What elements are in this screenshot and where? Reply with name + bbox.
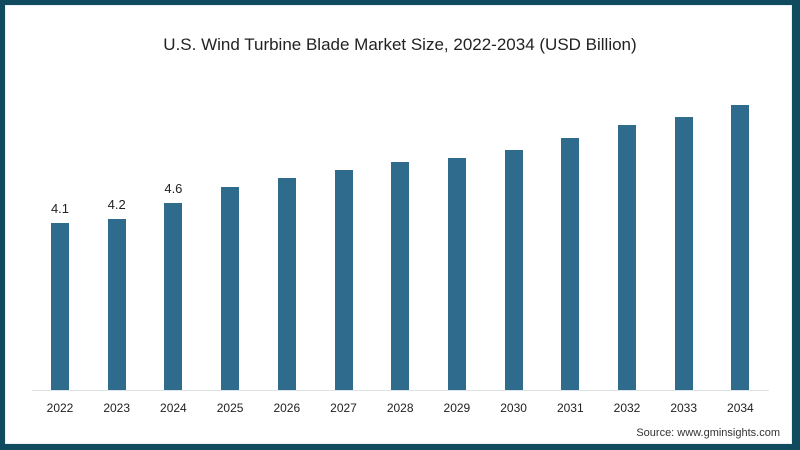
bar-2032 [618,125,636,390]
bar-2025 [221,186,240,390]
x-tick-label: 2030 [500,401,527,415]
data-label: 4.1 [50,201,70,217]
x-tick-label: 2026 [273,401,301,415]
x-tick-label: 2034 [727,401,754,415]
x-tick-label: 2028 [386,401,414,415]
bar-2023 [107,219,126,390]
x-tick-label: 2023 [103,401,131,415]
bar-2031 [561,137,580,390]
bar-2029 [447,158,466,390]
bar-2028 [391,162,410,390]
x-tick-label: 2033 [670,401,698,415]
x-tick-label: 2029 [443,401,471,415]
data-label: 4.2 [107,197,126,213]
bar-2026 [277,178,296,390]
data-label: 4.6 [164,180,183,196]
bar-2033 [674,117,693,390]
source-note: Source: www.gminsights.com [636,427,780,439]
bar-2034 [731,105,750,390]
bar-2027 [334,170,353,390]
x-tick-label: 2024 [160,401,187,415]
x-tick-label: 2032 [613,401,641,415]
x-tick-label: 2022 [46,401,74,415]
chart-title: U.S. Wind Turbine Blade Market Size, 202… [163,35,637,54]
bar-2024 [164,202,183,390]
x-tick-label: 2025 [216,401,244,415]
x-axis-line [32,390,769,391]
x-tick-label: 2027 [330,401,357,415]
bar-2030 [504,149,523,390]
x-tick-label: 2031 [556,401,584,415]
bar-2022 [51,223,69,390]
